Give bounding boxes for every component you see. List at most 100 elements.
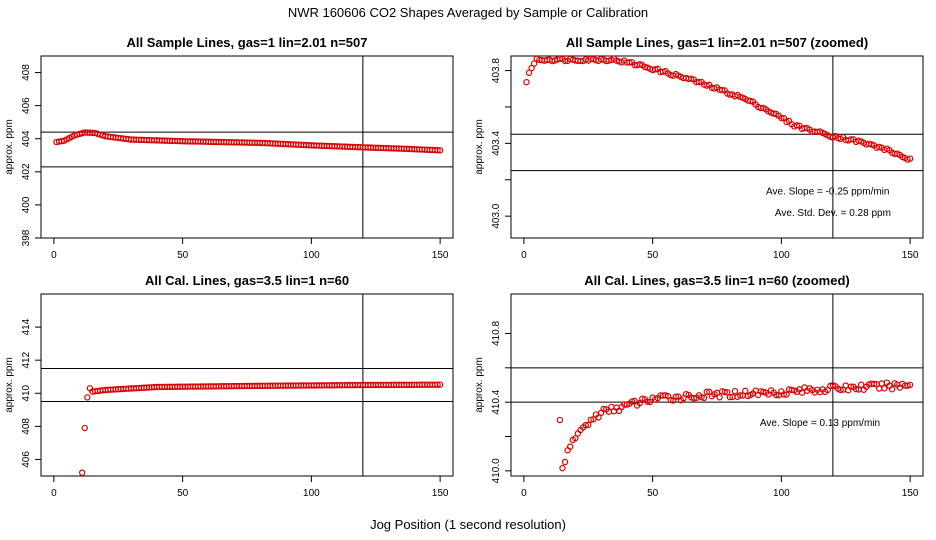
- data-point: [582, 421, 589, 429]
- data-point: [876, 385, 883, 392]
- data-point: [778, 114, 785, 122]
- x-tick-label: 0: [521, 488, 527, 499]
- data-point: [81, 424, 88, 432]
- plot-frame: [510, 55, 924, 239]
- data-point: [523, 78, 530, 86]
- data-point: [585, 421, 592, 429]
- x-tick-label: 50: [647, 250, 659, 261]
- x-tick-label: 150: [432, 250, 449, 261]
- y-axis-label: approx. ppm: [474, 357, 485, 413]
- data-point: [906, 381, 914, 389]
- data-point: [631, 397, 638, 405]
- data-point: [556, 56, 564, 62]
- y-tick-label: 403.8: [491, 58, 502, 83]
- data-point: [434, 146, 441, 154]
- data-point: [84, 394, 91, 401]
- data-point: [672, 393, 680, 400]
- plot-frame: [40, 293, 454, 477]
- data-point: [858, 381, 865, 388]
- y-axis-label: approx. ppm: [474, 119, 485, 175]
- data-point: [587, 416, 595, 423]
- data-point: [436, 147, 444, 154]
- y-tick-label: 400: [21, 196, 32, 213]
- data-point: [906, 155, 914, 162]
- data-point: [561, 57, 569, 65]
- data-point: [742, 387, 749, 395]
- data-point: [590, 416, 597, 423]
- y-tick-label: 403.0: [491, 203, 502, 228]
- data-point: [567, 443, 574, 450]
- data-point: [783, 391, 790, 398]
- plot-area: [41, 56, 453, 238]
- data-point: [572, 435, 579, 442]
- data-point: [695, 78, 703, 86]
- main-title: NWR 160606 CO2 Shapes Averaged by Sample…: [287, 5, 649, 20]
- data-point: [780, 391, 788, 398]
- y-axis-label: approx. ppm: [4, 119, 15, 175]
- y-tick-label: 404: [21, 130, 32, 147]
- plot-area: [511, 294, 923, 476]
- x-tick-label: 100: [303, 488, 320, 499]
- y-tick-label: 398: [21, 229, 32, 246]
- data-point: [793, 122, 801, 129]
- x-tick-label: 100: [773, 250, 790, 261]
- y-tick-label: 406: [21, 97, 32, 114]
- x-tick-label: 50: [177, 250, 189, 261]
- chart-title: All Sample Lines, gas=1 lin=2.01 n=507: [127, 35, 368, 50]
- y-tick-label: 410: [21, 384, 32, 401]
- y-tick-label: 402: [21, 163, 32, 180]
- data-point: [628, 398, 636, 405]
- data-point: [561, 458, 569, 466]
- x-tick-label: 150: [902, 488, 919, 499]
- annotation-text: Ave. Slope = -0.25 ppm/min: [766, 186, 890, 197]
- data-point: [626, 59, 633, 66]
- chart-p3: All Cal. Lines, gas=3.5 lin=1 n=60 approx…: [4, 273, 454, 499]
- chart-title: All Cal. Lines, gas=3.5 lin=1 n=60: [145, 273, 349, 288]
- annotation-text: Ave. Std. Dev. = 0.28 ppm: [775, 208, 891, 219]
- chart-title: All Cal. Lines, gas=3.5 lin=1 n=60 (zoom…: [584, 273, 850, 288]
- data-point: [852, 385, 860, 393]
- y-tick-label: 410.0: [491, 458, 502, 483]
- x-tick-label: 0: [51, 250, 57, 261]
- data-point: [837, 386, 844, 394]
- data-point: [770, 110, 777, 117]
- data-point: [639, 395, 646, 402]
- chart-p1: All Sample Lines, gas=1 lin=2.01 n=507 ap…: [4, 35, 454, 261]
- data-point: [556, 416, 564, 424]
- data-point: [528, 64, 535, 72]
- data-point: [718, 86, 726, 94]
- data-point: [652, 66, 659, 73]
- data-point: [881, 385, 888, 392]
- data-point: [559, 464, 566, 472]
- data-point: [595, 414, 602, 421]
- y-axis-label: approx. ppm: [4, 357, 15, 413]
- data-point: [773, 391, 780, 399]
- y-tick-label: 408: [21, 418, 32, 435]
- data-point: [736, 392, 744, 399]
- data-point: [690, 395, 698, 402]
- x-tick-label: 50: [177, 488, 189, 499]
- plot-frame: [40, 55, 454, 239]
- data-point: [436, 381, 444, 388]
- x-tick-label: 50: [647, 488, 659, 499]
- data-point: [700, 394, 708, 402]
- y-tick-label: 406: [21, 451, 32, 468]
- x-tick-label: 0: [51, 488, 57, 499]
- plot-frame: [510, 293, 924, 477]
- data-point: [716, 394, 723, 401]
- y-tick-label: 412: [21, 351, 32, 368]
- data-point: [726, 393, 734, 401]
- data-point: [847, 136, 855, 143]
- data-point: [721, 388, 728, 396]
- data-point: [703, 388, 710, 396]
- data-point: [600, 405, 607, 413]
- y-tick-label: 408: [21, 64, 32, 81]
- x-axis-title: Jog Position (1 second resolution): [370, 517, 566, 532]
- data-point: [731, 387, 739, 395]
- chart-title: All Sample Lines, gas=1 lin=2.01 n=507 (…: [566, 35, 868, 50]
- data-point: [530, 60, 538, 67]
- chart-p2: All Sample Lines, gas=1 lin=2.01 n=507 (…: [474, 35, 924, 261]
- x-tick-label: 100: [773, 488, 790, 499]
- data-point: [434, 381, 441, 388]
- data-point: [644, 398, 651, 405]
